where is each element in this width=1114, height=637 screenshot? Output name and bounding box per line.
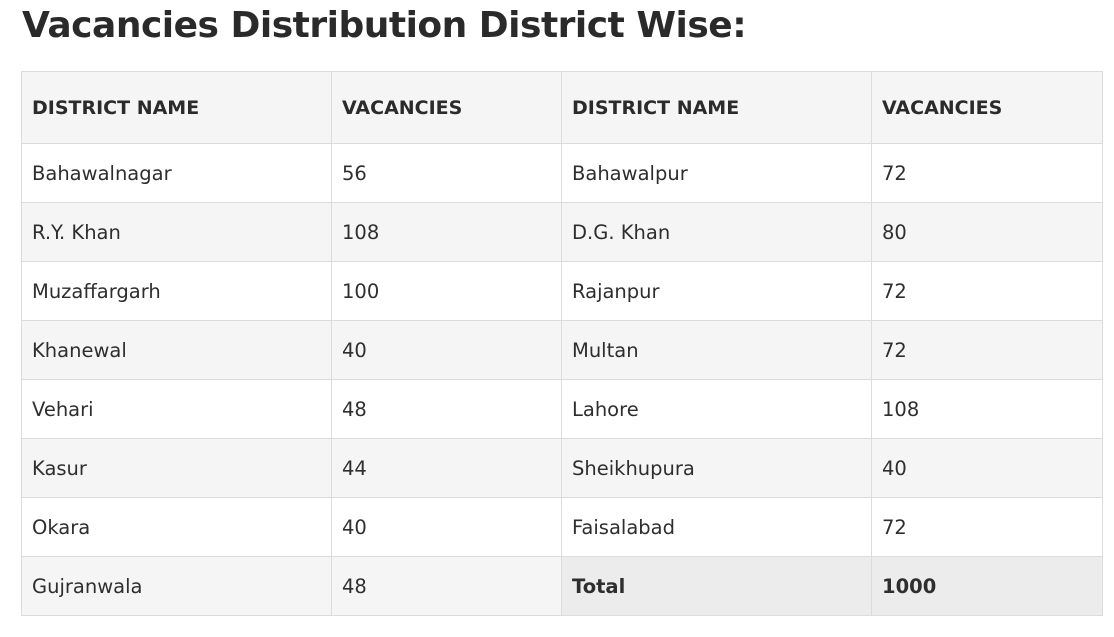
district-name-cell: Bahawalnagar: [21, 143, 332, 203]
table-row-total: Gujranwala 48 Total 1000: [21, 556, 1103, 616]
column-header-district-name: DISTRICT NAME: [561, 71, 872, 144]
district-name-cell: D.G. Khan: [561, 202, 872, 262]
vacancies-cell: 48: [331, 379, 562, 439]
table-row: Khanewal 40 Multan 72: [21, 320, 1103, 380]
table-header-row: DISTRICT NAME VACANCIES DISTRICT NAME VA…: [21, 71, 1103, 144]
vacancies-cell: 40: [331, 320, 562, 380]
column-header-vacancies: VACANCIES: [331, 71, 562, 144]
vacancies-cell: 40: [331, 497, 562, 557]
table-row: Okara 40 Faisalabad 72: [21, 497, 1103, 557]
district-name-cell: Sheikhupura: [561, 438, 872, 498]
vacancies-cell: 44: [331, 438, 562, 498]
total-value-cell: 1000: [871, 556, 1103, 616]
table-row: R.Y. Khan 108 D.G. Khan 80: [21, 202, 1103, 262]
total-label-cell: Total: [561, 556, 872, 616]
district-name-cell: Faisalabad: [561, 497, 872, 557]
district-name-cell: R.Y. Khan: [21, 202, 332, 262]
vacancies-cell: 72: [871, 320, 1103, 380]
vacancies-cell: 108: [331, 202, 562, 262]
vacancies-cell: 48: [331, 556, 562, 616]
district-name-cell: Khanewal: [21, 320, 332, 380]
district-name-cell: Bahawalpur: [561, 143, 872, 203]
vacancies-cell: 72: [871, 143, 1103, 203]
district-name-cell: Vehari: [21, 379, 332, 439]
vacancies-cell: 40: [871, 438, 1103, 498]
vacancies-cell: 72: [871, 497, 1103, 557]
column-header-vacancies: VACANCIES: [871, 71, 1103, 144]
vacancies-table: DISTRICT NAME VACANCIES DISTRICT NAME VA…: [21, 71, 1103, 616]
column-header-district-name: DISTRICT NAME: [21, 71, 332, 144]
vacancies-cell: 56: [331, 143, 562, 203]
vacancies-cell: 108: [871, 379, 1103, 439]
district-name-cell: Muzaffargarh: [21, 261, 332, 321]
page-title: Vacancies Distribution District Wise:: [22, 5, 747, 46]
district-name-cell: Rajanpur: [561, 261, 872, 321]
district-name-cell: Multan: [561, 320, 872, 380]
vacancies-cell: 72: [871, 261, 1103, 321]
district-name-cell: Kasur: [21, 438, 332, 498]
district-name-cell: Gujranwala: [21, 556, 332, 616]
district-name-cell: Lahore: [561, 379, 872, 439]
district-name-cell: Okara: [21, 497, 332, 557]
vacancies-cell: 100: [331, 261, 562, 321]
table-row: Kasur 44 Sheikhupura 40: [21, 438, 1103, 498]
table-row: Bahawalnagar 56 Bahawalpur 72: [21, 143, 1103, 203]
table-row: Muzaffargarh 100 Rajanpur 72: [21, 261, 1103, 321]
vacancies-cell: 80: [871, 202, 1103, 262]
table-row: Vehari 48 Lahore 108: [21, 379, 1103, 439]
